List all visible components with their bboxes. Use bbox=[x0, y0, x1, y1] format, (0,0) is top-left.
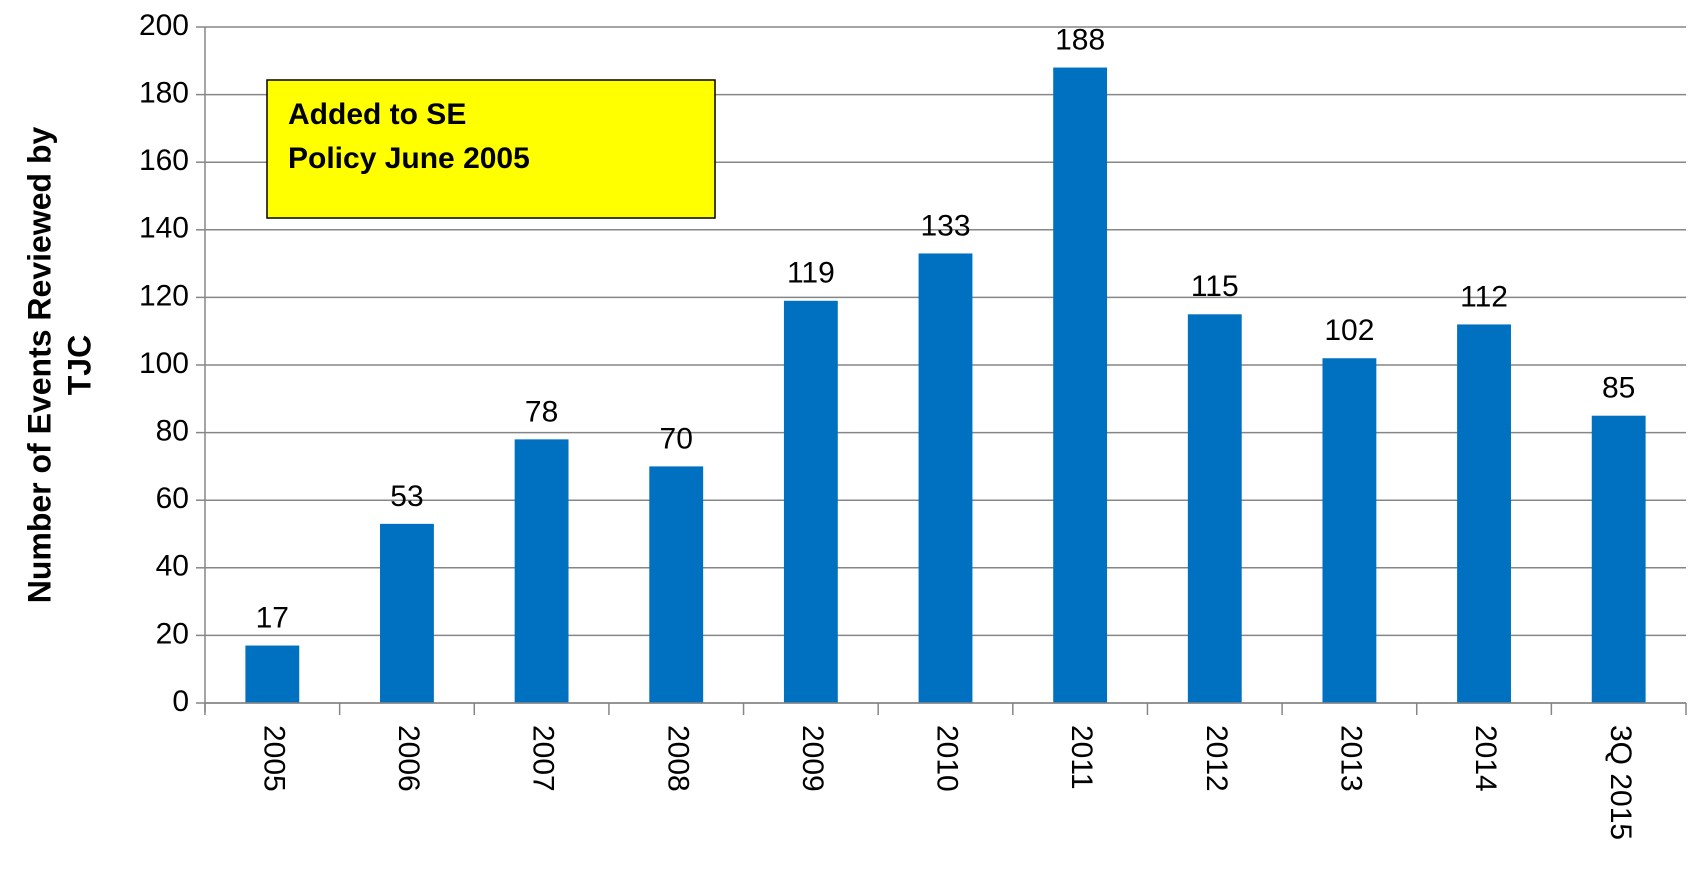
y-axis-label: TJC bbox=[61, 335, 97, 395]
data-label: 53 bbox=[390, 480, 423, 513]
y-tick-label: 120 bbox=[139, 279, 189, 312]
y-tick-label: 140 bbox=[139, 212, 189, 245]
bar bbox=[245, 645, 300, 703]
data-label: 133 bbox=[920, 209, 970, 242]
bar bbox=[918, 253, 973, 703]
annotation-box bbox=[266, 79, 716, 219]
y-tick-label: 200 bbox=[139, 9, 189, 42]
x-tick-label: 2012 bbox=[1200, 725, 1233, 792]
bar bbox=[1187, 314, 1242, 703]
y-tick-label: 20 bbox=[156, 617, 189, 650]
x-tick-label: 2006 bbox=[392, 725, 425, 792]
bar bbox=[1322, 358, 1377, 703]
y-tick-label: 0 bbox=[172, 685, 189, 718]
bar bbox=[1053, 67, 1108, 703]
x-tick-label: 2007 bbox=[527, 725, 560, 792]
y-tick-label: 180 bbox=[139, 77, 189, 110]
y-tick-label: 160 bbox=[139, 144, 189, 177]
bar bbox=[1457, 324, 1511, 703]
data-label: 70 bbox=[660, 422, 693, 455]
data-label: 85 bbox=[1602, 372, 1635, 405]
data-label: 17 bbox=[256, 601, 289, 634]
y-axis-label: Number of Events Reviewed by bbox=[21, 127, 57, 604]
bar bbox=[1591, 415, 1646, 703]
x-tick-label: 2008 bbox=[661, 725, 694, 792]
data-label: 188 bbox=[1055, 23, 1105, 56]
data-label: 119 bbox=[787, 257, 835, 290]
y-tick-label: 60 bbox=[156, 482, 189, 515]
x-tick-label: 2013 bbox=[1334, 725, 1367, 792]
bar bbox=[514, 439, 569, 703]
annotation-text: Policy June 2005 bbox=[288, 142, 530, 175]
y-tick-label: 40 bbox=[156, 550, 189, 583]
x-tick-label: 2014 bbox=[1469, 725, 1502, 792]
data-label: 102 bbox=[1324, 314, 1374, 347]
x-tick-label: 2010 bbox=[931, 725, 964, 792]
y-tick-label: 80 bbox=[156, 415, 189, 448]
x-tick-label: 3Q 2015 bbox=[1604, 725, 1637, 840]
data-label: 78 bbox=[525, 395, 558, 428]
bar bbox=[649, 466, 704, 703]
data-label: 115 bbox=[1191, 270, 1239, 303]
x-tick-label: 2005 bbox=[257, 725, 290, 792]
x-tick-label: 2009 bbox=[796, 725, 829, 792]
bar bbox=[783, 300, 838, 703]
bar bbox=[380, 523, 434, 703]
x-tick-label: 2011 bbox=[1065, 725, 1098, 790]
y-tick-label: 100 bbox=[139, 347, 189, 380]
data-label: 112 bbox=[1460, 280, 1508, 313]
annotation-text: Added to SE bbox=[288, 98, 466, 131]
